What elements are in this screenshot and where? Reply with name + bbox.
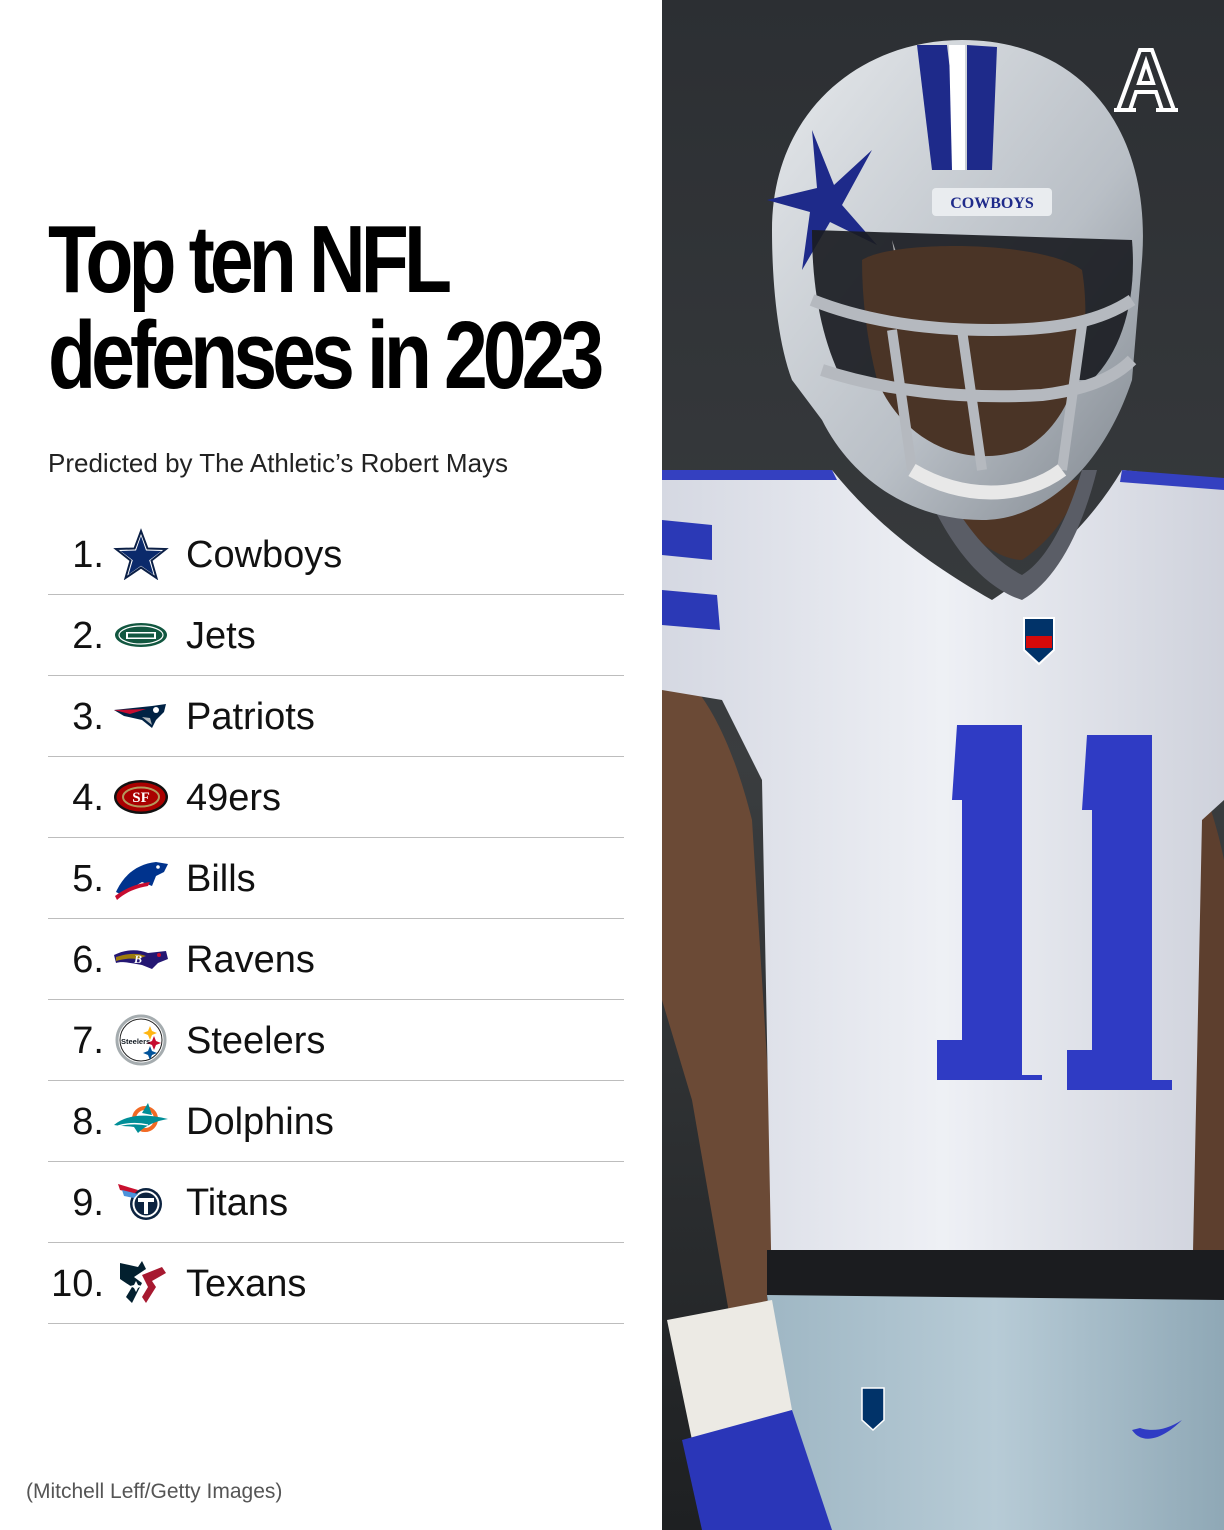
- rank-number: 1.: [72, 534, 104, 576]
- rank-number: 8.: [72, 1101, 104, 1143]
- svg-text:B: B: [133, 952, 142, 966]
- rank-number: 6.: [72, 939, 104, 981]
- 49ers-logo-icon: SF: [114, 780, 168, 814]
- ranking-row-7: 7. Steelers Steelers: [48, 1000, 624, 1081]
- rank-number: 7.: [72, 1020, 104, 1062]
- subtitle: Predicted by The Athletic’s Robert Mays: [48, 448, 509, 478]
- ranking-row-6: 6. B Ravens: [48, 919, 624, 1000]
- left-panel: Top ten NFL defenses in 2023 Predicted b…: [26, 206, 624, 1503]
- team-name: Jets: [186, 615, 256, 657]
- svg-text:SF: SF: [132, 790, 150, 806]
- rank-number: 9.: [72, 1182, 104, 1224]
- helmet-text: COWBOYS: [950, 195, 1034, 212]
- cowboys-star-icon: [113, 528, 169, 580]
- rank-number: 3.: [72, 696, 104, 738]
- ravens-logo-icon: B: [114, 950, 168, 969]
- texans-logo-icon: [120, 1261, 166, 1303]
- player-photo: COWBOYS: [662, 0, 1224, 1530]
- team-name: Patriots: [186, 696, 315, 738]
- rank-number: 4.: [72, 777, 104, 819]
- page-title: Top ten NFL defenses in 2023: [48, 206, 604, 409]
- ranking-row-1: 1. Cowboys: [48, 514, 624, 595]
- rank-number: 10.: [51, 1263, 104, 1305]
- title-line-1: Top ten NFL: [48, 206, 452, 313]
- ranking-row-8: 8. Dolphins: [48, 1081, 624, 1162]
- team-name: Ravens: [186, 939, 315, 981]
- ranking-row-10: 10. Texans: [48, 1243, 624, 1324]
- jets-logo-icon: [115, 623, 167, 647]
- rank-number: 5.: [72, 858, 104, 900]
- rank-number: 2.: [72, 615, 104, 657]
- team-name: Cowboys: [186, 534, 343, 576]
- team-name: Dolphins: [186, 1101, 334, 1143]
- ranking-row-4: 4. SF 49ers: [48, 757, 624, 838]
- titans-logo-icon: [118, 1184, 162, 1220]
- team-name: 49ers: [186, 777, 282, 819]
- ranking-row-2: 2. Jets: [48, 595, 624, 676]
- title-line-2: defenses in 2023: [48, 302, 604, 409]
- team-name: Steelers: [186, 1020, 326, 1062]
- steelers-logo-icon: Steelers: [115, 1014, 167, 1066]
- team-name: Texans: [186, 1263, 307, 1305]
- svg-text:Steelers: Steelers: [121, 1037, 150, 1046]
- team-name: Bills: [186, 858, 256, 900]
- bills-logo-icon: [115, 862, 168, 900]
- rankings-list: 1. Cowboys 2. Jets 3.: [48, 514, 624, 1324]
- ranking-row-9: 9. Titans: [48, 1162, 624, 1243]
- patriots-logo-icon: [114, 704, 166, 728]
- the-athletic-logo-icon: [1114, 48, 1178, 112]
- team-name: Titans: [186, 1182, 289, 1224]
- dolphins-logo-icon: [114, 1103, 168, 1133]
- ranking-row-3: 3. Patriots: [48, 676, 624, 757]
- ranking-row-5: 5. Bills: [48, 838, 624, 919]
- photo-credit: (Mitchell Leff/Getty Images): [26, 1480, 283, 1503]
